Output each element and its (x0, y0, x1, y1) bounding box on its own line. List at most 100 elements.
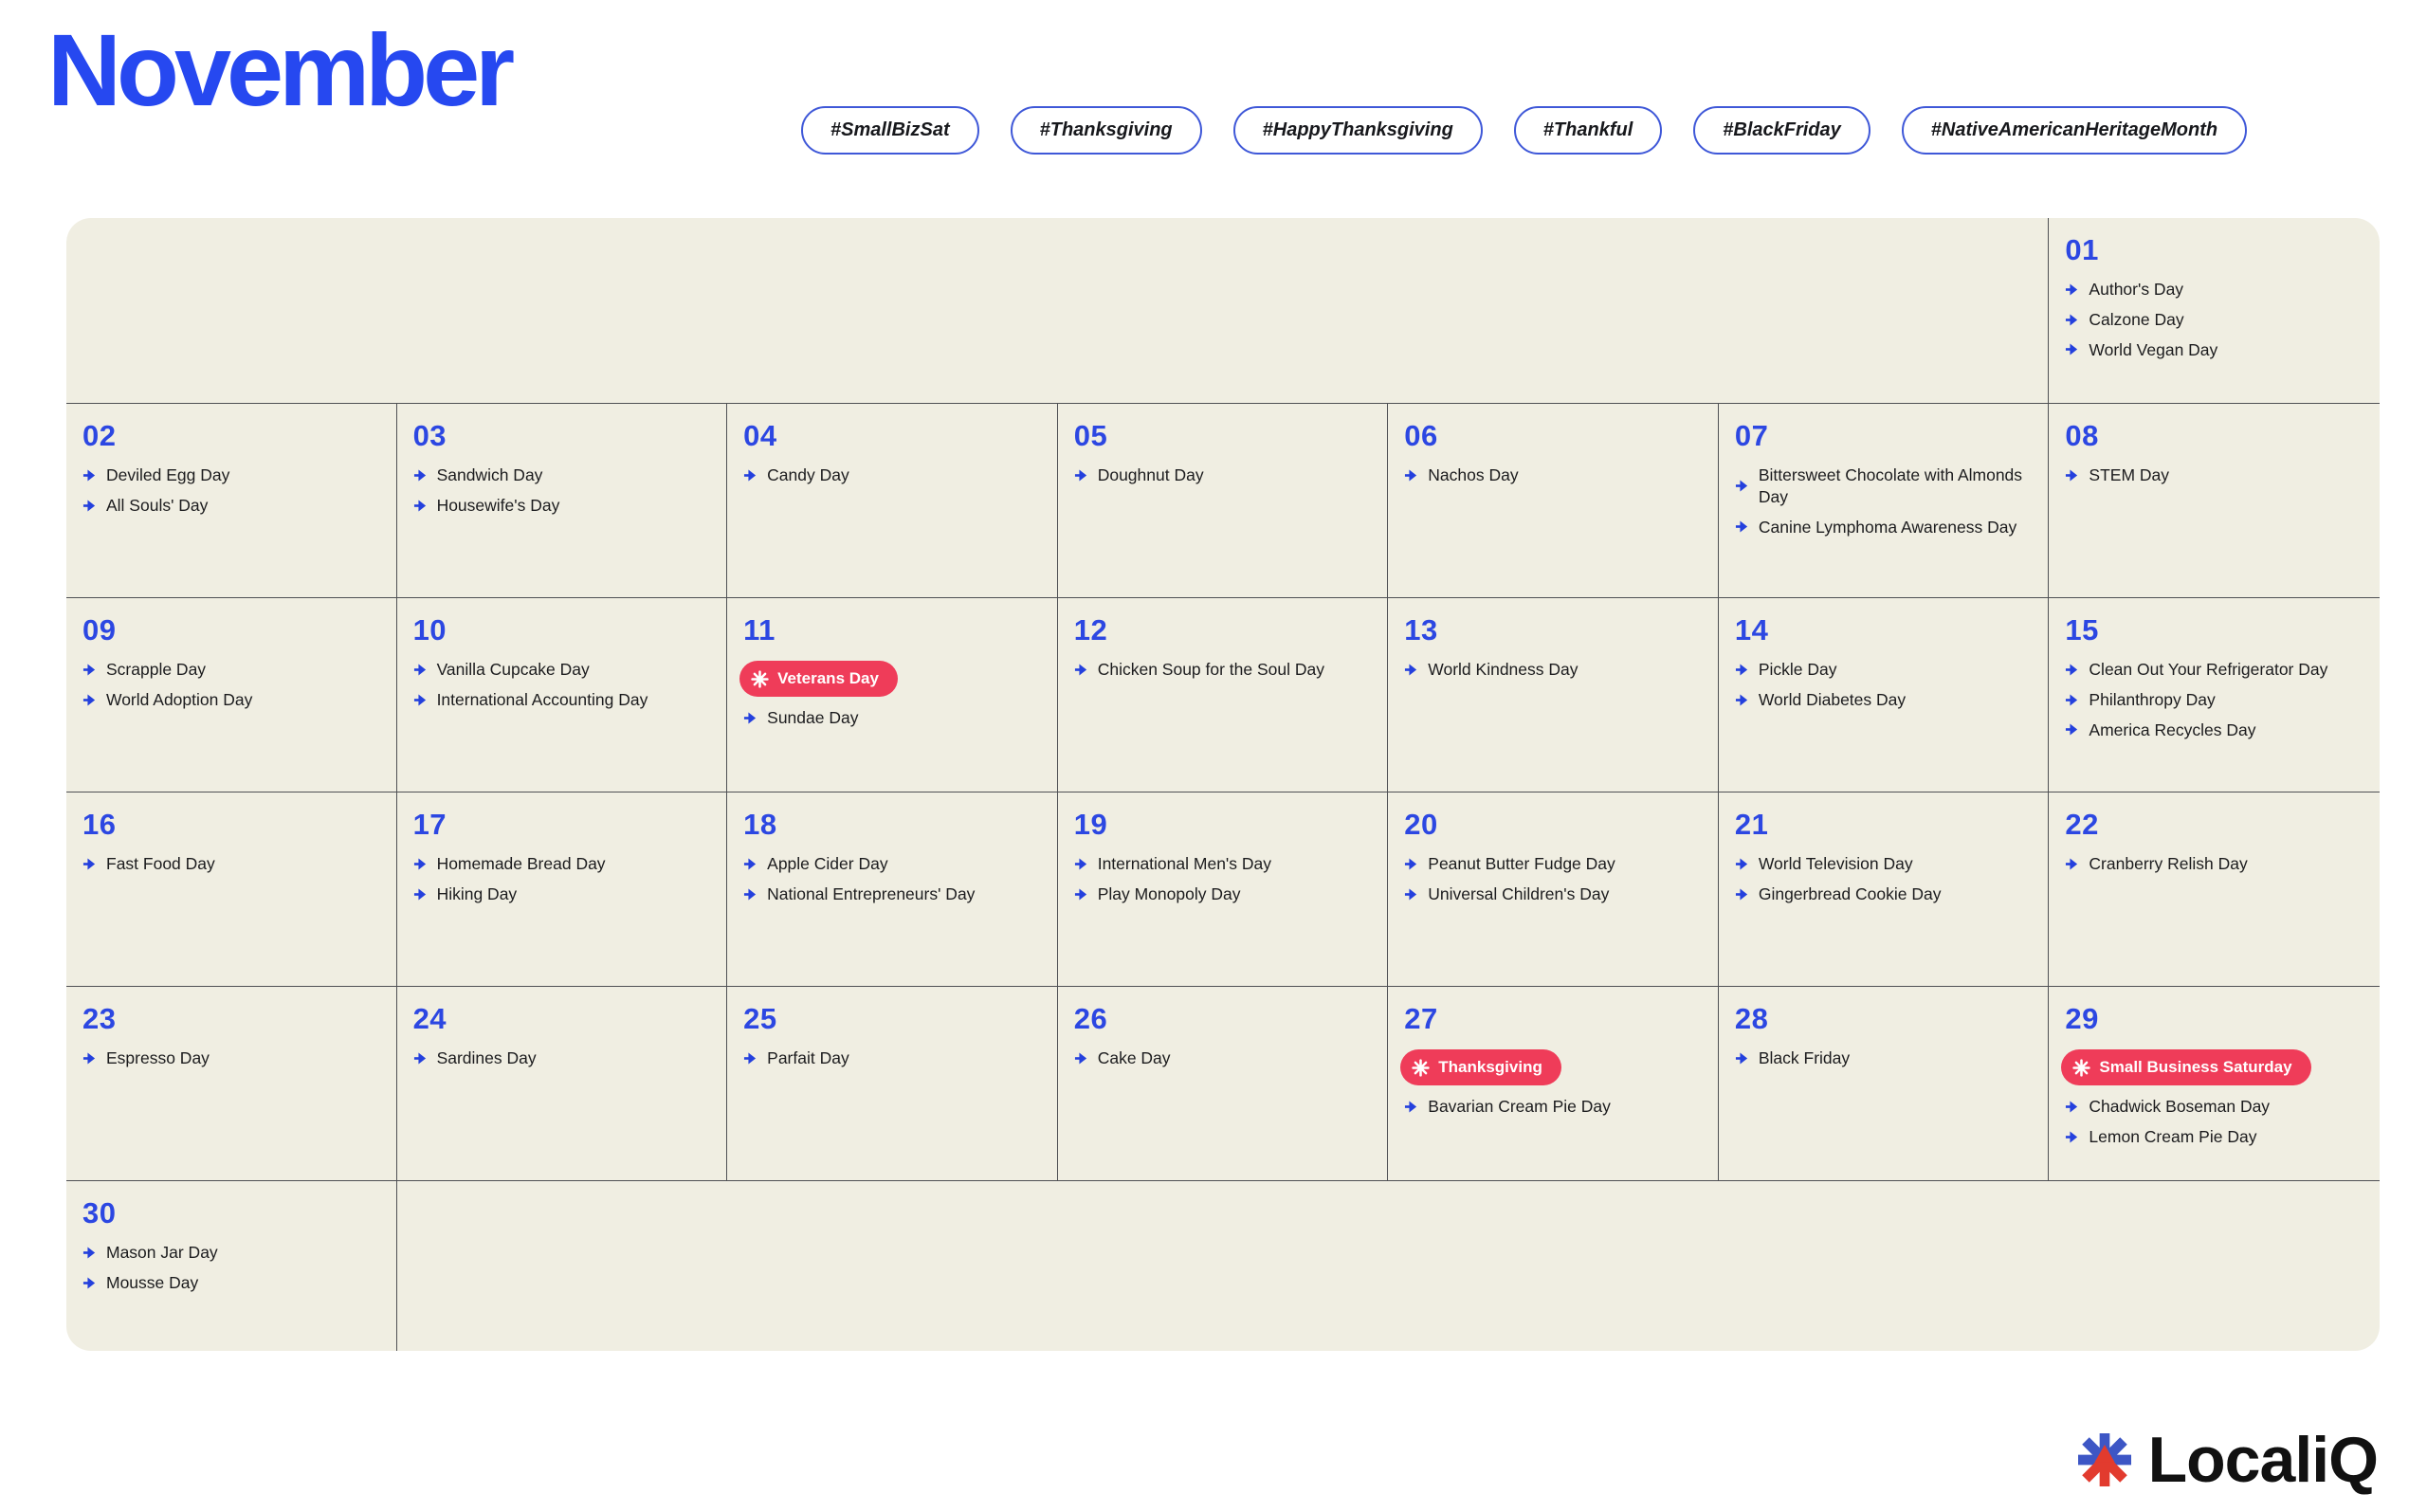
day-cell-23: 23 Espresso Day (66, 986, 397, 1180)
starburst-icon (1412, 1058, 1430, 1077)
event-label: Housewife's Day (436, 495, 560, 515)
day-number: 12 (1073, 613, 1108, 647)
holiday-badge: Thanksgiving (1400, 1049, 1561, 1085)
day-number: 16 (82, 808, 117, 841)
event-label: Clean Out Your Refrigerator Day (2089, 660, 2328, 679)
arrow-right-icon (82, 500, 96, 512)
event-label: Sardines Day (436, 1048, 537, 1067)
day-number: 21 (1734, 808, 1769, 841)
event-label: Chicken Soup for the Soul Day (1097, 660, 1325, 679)
day-number: 07 (1734, 419, 1769, 452)
events-list: Thanksgiving Bavarian Cream Pie Day (1400, 1047, 1708, 1118)
arrow-right-icon (1735, 480, 1747, 492)
day-cell-11: 11 Veterans Day Sundae Day (727, 597, 1058, 792)
event-item: Doughnut Day (1074, 465, 1378, 486)
arrow-right-icon (2066, 1101, 2078, 1113)
event-item: Mousse Day (82, 1272, 387, 1294)
event-label: America Recycles Day (2089, 720, 2256, 739)
day-number: 08 (2065, 419, 2099, 452)
day-number: 11 (743, 613, 776, 647)
arrow-right-icon (413, 694, 426, 706)
day-cell-29: 29 Small Business Saturday Chadwick Bosema… (2049, 986, 2380, 1180)
arrow-right-icon (744, 469, 757, 482)
event-label: Universal Children's Day (1428, 884, 1610, 903)
events-list: Doughnut Day (1074, 465, 1378, 486)
events-list: Veterans Day Sundae Day (739, 659, 1048, 729)
event-item: Mason Jar Day (82, 1242, 387, 1264)
events-list: Author's Day Calzone Day World Vegan Day (2065, 279, 2370, 360)
event-label: Fast Food Day (106, 854, 215, 873)
event-item: World Vegan Day (2065, 339, 2370, 361)
event-label: International Accounting Day (436, 689, 648, 709)
arrow-right-icon (82, 858, 96, 870)
event-item: Philanthropy Day (2065, 689, 2370, 711)
event-label: World Adoption Day (106, 689, 253, 709)
event-label: Bavarian Cream Pie Day (1428, 1097, 1611, 1116)
event-label: Espresso Day (106, 1048, 210, 1067)
asterisk-icon (2077, 1433, 2131, 1486)
event-label: Vanilla Cupcake Day (436, 660, 590, 679)
events-list: STEM Day (2065, 465, 2370, 486)
event-label: Play Monopoly Day (1097, 884, 1241, 903)
arrow-right-icon (82, 1052, 96, 1065)
day-number: 26 (1073, 1002, 1108, 1035)
day-number: 04 (743, 419, 777, 452)
events-list: Nachos Day (1404, 465, 1708, 486)
events-list: World Television Day Gingerbread Cookie D… (1735, 853, 2039, 905)
arrow-right-icon (2066, 343, 2078, 355)
day-number: 18 (743, 808, 777, 841)
arrow-right-icon (1735, 888, 1747, 901)
event-item: Espresso Day (82, 1047, 387, 1069)
events-list: Sardines Day (413, 1047, 718, 1069)
day-cell-30: 30 Mason Jar Day Mousse Day (66, 1180, 397, 1351)
arrow-right-icon (413, 858, 426, 870)
arrow-right-icon (82, 664, 96, 676)
event-item: Universal Children's Day (1404, 884, 1708, 905)
day-cell-22: 22 Cranberry Relish Day (2049, 792, 2380, 986)
event-label: Apple Cider Day (767, 854, 888, 873)
event-item: Hiking Day (413, 884, 718, 905)
day-number: 22 (2065, 808, 2099, 841)
empty-leading-cell (66, 218, 2050, 403)
arrow-right-icon (2066, 723, 2078, 736)
badge-label: Small Business Saturday (2099, 1058, 2292, 1076)
day-number: 10 (412, 613, 447, 647)
events-list: Bittersweet Chocolate with Almonds Day Ca… (1735, 465, 2039, 537)
event-label: Deviled Egg Day (106, 465, 230, 484)
event-label: Bittersweet Chocolate with Almonds Day (1758, 465, 2023, 506)
day-number: 01 (2065, 233, 2099, 266)
hashtag-pill: #HappyThanksgiving (1232, 106, 1483, 155)
day-number: 20 (1404, 808, 1438, 841)
day-number: 24 (412, 1002, 447, 1035)
event-item: Sundae Day (743, 707, 1048, 729)
empty-trailing-cell (396, 1180, 2380, 1351)
day-cell-09: 09 Scrapple Day World Adoption Day (66, 597, 397, 792)
events-list: Parfait Day (743, 1047, 1048, 1069)
events-list: Homemade Bread Day Hiking Day (413, 853, 718, 905)
day-number: 23 (82, 1002, 117, 1035)
day-cell-16: 16 Fast Food Day (66, 792, 397, 986)
arrow-right-icon (1735, 664, 1747, 676)
arrow-right-icon (2066, 1131, 2078, 1143)
event-item: Sandwich Day (413, 465, 718, 486)
arrow-right-icon (1074, 888, 1086, 901)
event-item: Lemon Cream Pie Day (2065, 1126, 2370, 1148)
event-item: Deviled Egg Day (82, 465, 387, 486)
event-label: Author's Day (2089, 280, 2184, 299)
arrow-right-icon (1405, 664, 1417, 676)
day-number: 06 (1404, 419, 1438, 452)
event-label: Sandwich Day (436, 465, 543, 484)
day-cell-08: 08 STEM Day (2049, 403, 2380, 597)
arrow-right-icon (413, 469, 426, 482)
arrow-right-icon (82, 1247, 96, 1259)
events-list: Apple Cider Day National Entrepreneurs' D… (743, 853, 1048, 905)
event-item: Cake Day (1074, 1047, 1378, 1069)
event-item: Play Monopoly Day (1074, 884, 1378, 905)
arrow-right-icon (413, 888, 426, 901)
event-item: Peanut Butter Fudge Day (1404, 853, 1708, 875)
event-item: National Entrepreneurs' Day (743, 884, 1048, 905)
arrow-right-icon (2066, 283, 2078, 296)
day-cell-25: 25 Parfait Day (727, 986, 1058, 1180)
event-item: Parfait Day (743, 1047, 1048, 1069)
arrow-right-icon (744, 712, 757, 724)
